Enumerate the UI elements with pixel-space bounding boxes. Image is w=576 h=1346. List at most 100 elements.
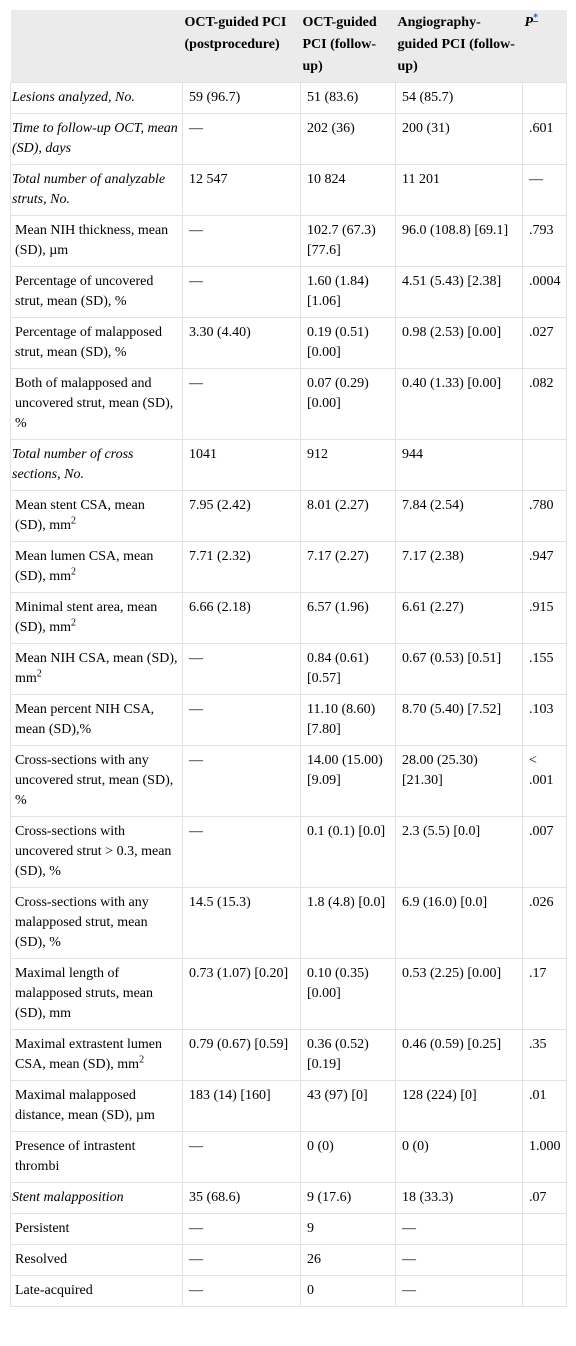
table-cell: — <box>182 694 301 746</box>
table-cell: 51 (83.6) <box>300 82 396 114</box>
table-cell: 200 (31) <box>395 113 523 165</box>
table-cell: 102.7 (67.3) [77.6] <box>300 215 396 267</box>
row-label: Cross-sections with uncovered strut > 0.… <box>10 816 183 888</box>
table-cell: 14.00 (15.00) [9.09] <box>300 745 396 817</box>
table-cell: 11 201 <box>395 164 523 216</box>
table-row: Cross-sections with uncovered strut > 0.… <box>10 816 567 888</box>
table-cell: 0.19 (0.51) [0.00] <box>300 317 396 369</box>
table-cell: — <box>522 164 567 216</box>
table-cell: — <box>182 1213 301 1245</box>
superscript: 2 <box>36 668 42 680</box>
table-row: Resolved —26— <box>10 1244 567 1276</box>
table-row: Persistent —9— <box>10 1213 567 1245</box>
table-cell: 59 (96.7) <box>182 82 301 114</box>
table-cell <box>522 439 567 491</box>
row-label-text: Mean stent CSA, mean (SD), mm <box>15 498 145 533</box>
column-header: P* <box>522 10 567 83</box>
table-cell: 944 <box>395 439 523 491</box>
table-cell: — <box>395 1275 523 1307</box>
row-label-text: Presence of intrastent thrombi <box>15 1139 136 1174</box>
superscript: 2 <box>71 566 76 578</box>
column-header: Angiography-guided PCI (follow-up) <box>395 10 523 83</box>
table-cell: .007 <box>522 816 567 888</box>
table-cell: 0 (0) <box>395 1131 523 1183</box>
table-cell: .780 <box>522 490 567 542</box>
table-cell: .915 <box>522 592 567 644</box>
table-cell: 8.01 (2.27) <box>300 490 396 542</box>
row-label: Maximal length of malapposed struts, mea… <box>10 958 183 1030</box>
table-cell: 0.73 (1.07) [0.20] <box>182 958 301 1030</box>
table-cell: 0.40 (1.33) [0.00] <box>395 368 523 440</box>
row-label: Total number of cross sections, No. <box>10 439 183 491</box>
row-label: Persistent <box>10 1213 183 1245</box>
row-label: Resolved <box>10 1244 183 1276</box>
row-label-text: Minimal stent area, mean (SD), mm <box>15 600 158 635</box>
table-row: Lesions analyzed, No. 59 (96.7) 51 (83.6) 5… <box>10 82 567 114</box>
table-cell: .01 <box>522 1080 567 1132</box>
row-label-text: Mean percent NIH CSA, mean (SD),% <box>15 702 155 737</box>
table-cell: 1.60 (1.84) [1.06] <box>300 266 396 318</box>
table-cell: 0.1 (0.1) [0.0] <box>300 816 396 888</box>
row-label-text: Cross-sections with uncovered strut > 0.… <box>15 824 172 879</box>
table-cell: 1041 <box>182 439 301 491</box>
row-label: Presence of intrastent thrombi <box>10 1131 183 1183</box>
table-row: Cross-sections with any malapposed strut… <box>10 887 567 959</box>
table-cell: 6.9 (16.0) [0.0] <box>395 887 523 959</box>
table-cell: 10 824 <box>300 164 396 216</box>
table-cell: — <box>182 113 301 165</box>
row-label-text: Persistent <box>15 1221 70 1236</box>
p-note[interactable]: * <box>533 12 539 24</box>
row-label: Percentage of malapposed strut, mean (SD… <box>10 317 183 369</box>
row-label: Maximal extrastent lumen CSA, mean (SD),… <box>10 1029 183 1081</box>
table-cell: 12 547 <box>182 164 301 216</box>
table-row: Maximal length of malapposed struts, mea… <box>10 958 567 1030</box>
column-header: OCT-guided PCI (postprocedure) <box>182 10 301 83</box>
p-label: P <box>524 15 534 30</box>
row-label-text: Maximal extrastent lumen CSA, mean (SD),… <box>15 1037 162 1072</box>
table-cell: — <box>182 816 301 888</box>
table-row: Percentage of uncovered strut, mean (SD)… <box>10 266 567 318</box>
table-cell: .601 <box>522 113 567 165</box>
table-cell: 912 <box>300 439 396 491</box>
row-label: Mean lumen CSA, mean (SD), mm2 <box>10 541 183 593</box>
table-cell: .17 <box>522 958 567 1030</box>
header-cell <box>10 10 183 83</box>
table-cell: 0.10 (0.35) [0.00] <box>300 958 396 1030</box>
table-row: Mean percent NIH CSA, mean (SD),% —11.10 … <box>10 694 567 746</box>
table-cell <box>522 1213 567 1245</box>
table-cell: .947 <box>522 541 567 593</box>
table-cell: 0.53 (2.25) [0.00] <box>395 958 523 1030</box>
table-cell: — <box>182 1131 301 1183</box>
table-cell: 0.36 (0.52) [0.19] <box>300 1029 396 1081</box>
table-row: Mean stent CSA, mean (SD), mm2 7.95 (2.42… <box>10 490 567 542</box>
table-cell: 0 (0) <box>300 1131 396 1183</box>
row-label: Percentage of uncovered strut, mean (SD)… <box>10 266 183 318</box>
table-cell: 14.5 (15.3) <box>182 887 301 959</box>
table-cell: 18 (33.3) <box>395 1182 523 1214</box>
table-cell: 7.17 (2.38) <box>395 541 523 593</box>
table-cell: .082 <box>522 368 567 440</box>
table-cell: .155 <box>522 643 567 695</box>
table-cell <box>522 1244 567 1276</box>
row-label-text: Time to follow-up OCT, mean (SD), days <box>12 121 178 156</box>
table-cell: — <box>395 1213 523 1245</box>
row-label: Both of malapposed and uncovered strut, … <box>10 368 183 440</box>
row-label-text: Percentage of uncovered strut, mean (SD)… <box>15 274 154 309</box>
table-cell: 0.98 (2.53) [0.00] <box>395 317 523 369</box>
table-cell: 0.07 (0.29) [0.00] <box>300 368 396 440</box>
row-label: Total number of analyzable struts, No. <box>10 164 183 216</box>
table-cell: 54 (85.7) <box>395 82 523 114</box>
table-cell: 28.00 (25.30) [21.30] <box>395 745 523 817</box>
table-cell: 183 (14) [160] <box>182 1080 301 1132</box>
table-cell: .027 <box>522 317 567 369</box>
table-cell: — <box>182 643 301 695</box>
table-cell <box>522 82 567 114</box>
table-cell <box>522 1275 567 1307</box>
table-cell: .35 <box>522 1029 567 1081</box>
row-label: Time to follow-up OCT, mean (SD), days <box>10 113 183 165</box>
superscript: 2 <box>71 617 76 629</box>
table-row: Mean NIH thickness, mean (SD), µm —102.7 … <box>10 215 567 267</box>
table-cell: — <box>182 1244 301 1276</box>
table-cell: 7.17 (2.27) <box>300 541 396 593</box>
